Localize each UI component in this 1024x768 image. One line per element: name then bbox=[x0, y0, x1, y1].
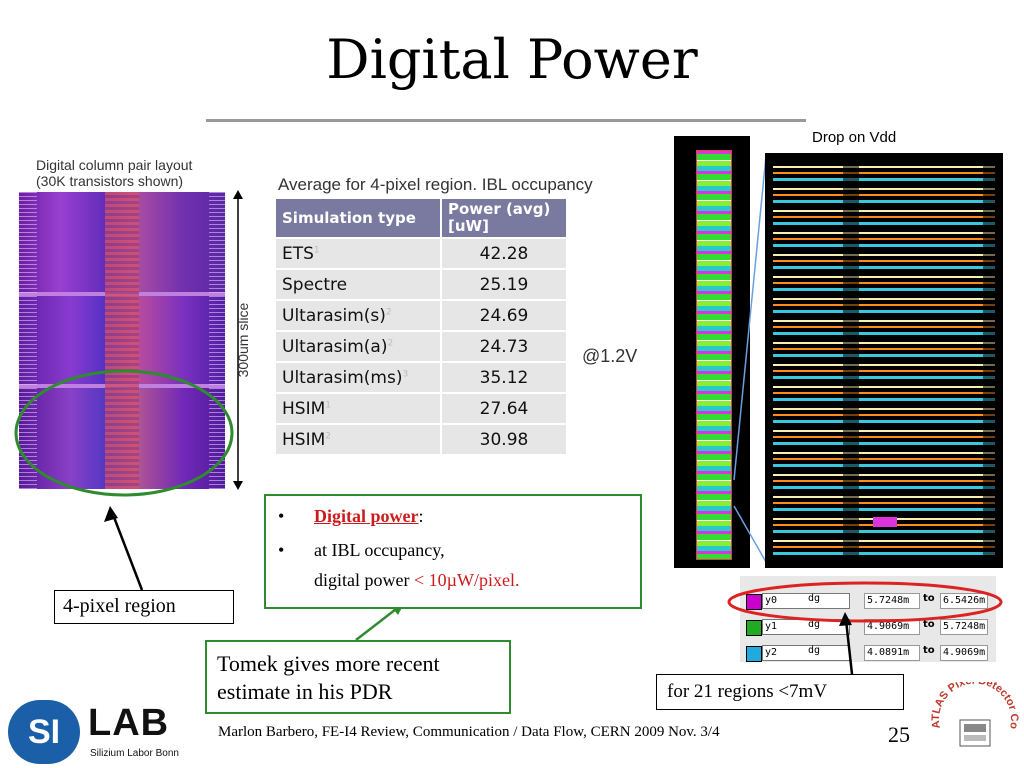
layout-caption-line1: Digital column pair layout bbox=[36, 157, 193, 173]
layout-caption-line2: (30K transistors shown) bbox=[36, 173, 184, 189]
cell-power: 25.19 bbox=[442, 270, 566, 299]
table-caption: Average for 4-pixel region. IBL occupanc… bbox=[278, 175, 593, 194]
tomek-note-line1: Tomek gives more recent bbox=[217, 651, 440, 676]
cell-type: Ultarasim(ms)3 bbox=[276, 363, 440, 392]
vdd-drop-zoom-image bbox=[765, 153, 1003, 568]
drop-label: Drop on Vdd bbox=[812, 129, 897, 146]
color-swatch[interactable] bbox=[746, 646, 762, 662]
cell-power: 30.98 bbox=[442, 425, 566, 454]
table-row: HSIM2 30.98 bbox=[276, 425, 566, 454]
voltage-label: @1.2V bbox=[582, 346, 638, 366]
pixel-region-label: 4-pixel region bbox=[54, 590, 234, 624]
vdd-strip-thumbnail bbox=[674, 136, 750, 568]
atlas-pixel-logo: ATLAS Pixel Detector Collaboration bbox=[930, 682, 1020, 747]
table-row: HSIM1 27.64 bbox=[276, 394, 566, 423]
pixel-region-ellipse bbox=[14, 369, 234, 497]
range-to-field[interactable]: 4.9069m bbox=[940, 645, 988, 661]
cell-type: Spectre bbox=[276, 270, 440, 299]
to-label: to bbox=[923, 593, 935, 604]
silab-logo-si: SI bbox=[8, 700, 80, 764]
title-divider bbox=[206, 119, 806, 122]
cell-type: Ultarasim(a)2 bbox=[276, 332, 440, 361]
table-row: ETS1 42.28 bbox=[276, 239, 566, 268]
table-header-row: Simulation type Power (avg) [uW] bbox=[276, 199, 566, 237]
signal-name-field[interactable]: y2 bbox=[762, 645, 850, 661]
signal-name-field[interactable]: y0 bbox=[762, 593, 850, 609]
header-simulation-type: Simulation type bbox=[276, 199, 440, 237]
silab-logo: SI LAB Silizium Labor Bonn bbox=[8, 700, 188, 764]
range-from-field[interactable]: 4.0891m bbox=[864, 645, 920, 661]
cell-power: 27.64 bbox=[442, 394, 566, 423]
cell-power: 42.28 bbox=[442, 239, 566, 268]
table-row: Ultarasim(ms)3 35.12 bbox=[276, 363, 566, 392]
footer-text: Marlon Barbero, FE-I4 Review, Communicat… bbox=[218, 724, 720, 740]
color-swatch[interactable] bbox=[746, 594, 762, 610]
tomek-note-box: Tomek gives more recent estimate in his … bbox=[205, 640, 511, 714]
range-from-field[interactable]: 5.7248m bbox=[864, 593, 920, 609]
bullet-ibl-occupancy: • at IBL occupancy, bbox=[278, 540, 445, 560]
table-row: Ultarasim(s)2 24.69 bbox=[276, 301, 566, 330]
to-label: to bbox=[923, 619, 935, 630]
color-swatch[interactable] bbox=[746, 620, 762, 636]
range-to-field[interactable]: 6.5426m bbox=[940, 593, 988, 609]
unit-label: dg bbox=[808, 645, 821, 656]
tomek-note-line2: estimate in his PDR bbox=[217, 679, 393, 704]
header-power: Power (avg) [uW] bbox=[442, 199, 566, 237]
unit-label: dg bbox=[808, 619, 821, 630]
page-number: 25 bbox=[888, 722, 910, 747]
digital-power-box: • Digital power: • at IBL occupancy, digit… bbox=[264, 494, 642, 609]
table-row: Ultarasim(a)2 24.73 bbox=[276, 332, 566, 361]
cell-power: 35.12 bbox=[442, 363, 566, 392]
bullet-digital-power: • Digital power: bbox=[278, 506, 424, 526]
range-to-field[interactable]: 5.7248m bbox=[940, 619, 988, 635]
cad-row-y2: y2 dg 4.0891m to 4.9069m bbox=[740, 642, 996, 664]
cell-type: ETS1 bbox=[276, 239, 440, 268]
silab-logo-subtitle: Silizium Labor Bonn bbox=[90, 748, 179, 759]
power-table: Simulation type Power (avg) [uW] ETS1 42.… bbox=[274, 197, 568, 456]
table-row: Spectre 25.19 bbox=[276, 270, 566, 299]
slice-dimension-arrow bbox=[233, 190, 243, 490]
range-from-field[interactable]: 4.9069m bbox=[864, 619, 920, 635]
cell-type: HSIM2 bbox=[276, 425, 440, 454]
regions-label: for 21 regions <7mV bbox=[656, 674, 904, 710]
to-label: to bbox=[923, 645, 935, 656]
zoom-lines bbox=[733, 155, 767, 563]
cad-row-y1: y1 dg 4.9069m to 5.7248m bbox=[740, 616, 996, 638]
silab-logo-lab: LAB bbox=[88, 702, 170, 744]
slide-title: Digital Power bbox=[326, 28, 698, 91]
cad-row-y0: y0 dg 5.7248m to 6.5426m bbox=[740, 590, 996, 612]
layout-caption: Digital column pair layout (30K transist… bbox=[36, 157, 192, 189]
cell-power: 24.69 bbox=[442, 301, 566, 330]
y0-highlight-ellipse bbox=[727, 581, 1003, 623]
cell-type: Ultarasim(s)2 bbox=[276, 301, 440, 330]
column-layout-image bbox=[19, 192, 225, 489]
cell-type: HSIM1 bbox=[276, 394, 440, 423]
bullet-digital-power-value: digital power < 10µW/pixel. bbox=[314, 570, 520, 590]
unit-label: dg bbox=[808, 593, 821, 604]
cell-power: 24.73 bbox=[442, 332, 566, 361]
